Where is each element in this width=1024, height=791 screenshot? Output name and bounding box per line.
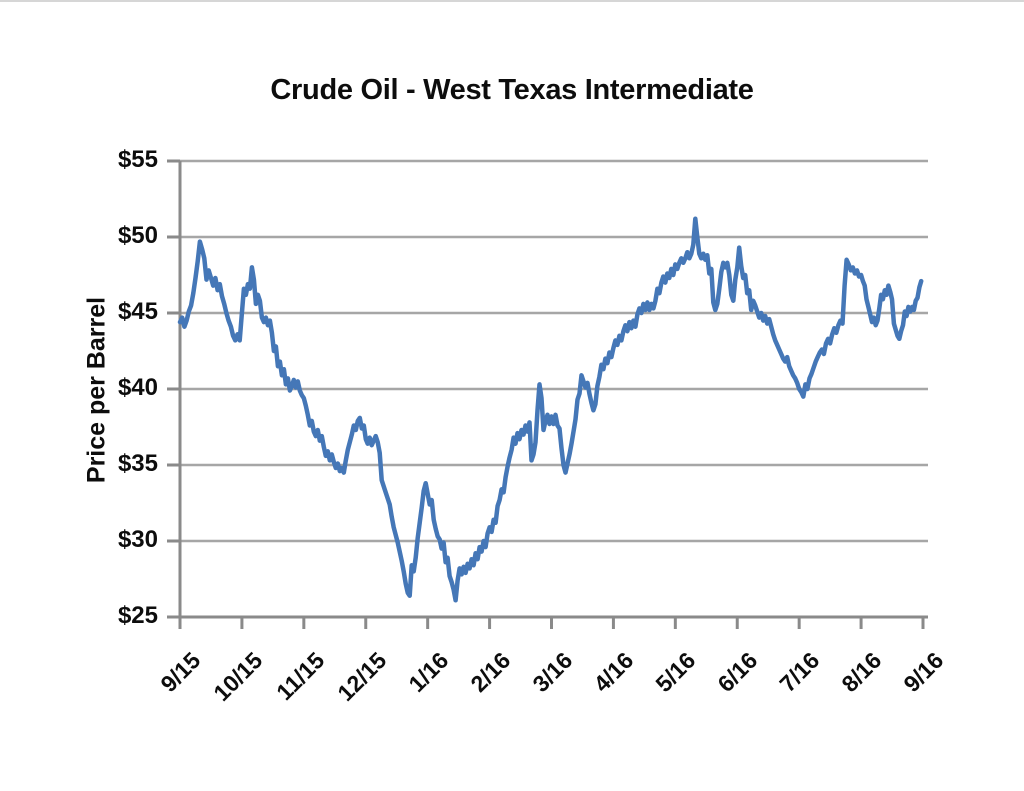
chart-title: Crude Oil - West Texas Intermediate <box>270 74 754 106</box>
y-tick-label: $40 <box>117 374 158 401</box>
y-tick-label: $45 <box>117 298 158 325</box>
y-tick-label: $25 <box>117 602 158 629</box>
y-tick-label: $35 <box>117 450 158 477</box>
price-series-line <box>177 216 924 603</box>
top-edge-line <box>0 0 1024 2</box>
y-tick-label: $30 <box>117 526 158 553</box>
y-tick-label: $50 <box>117 222 158 249</box>
y-tick-label: $55 <box>117 146 158 173</box>
